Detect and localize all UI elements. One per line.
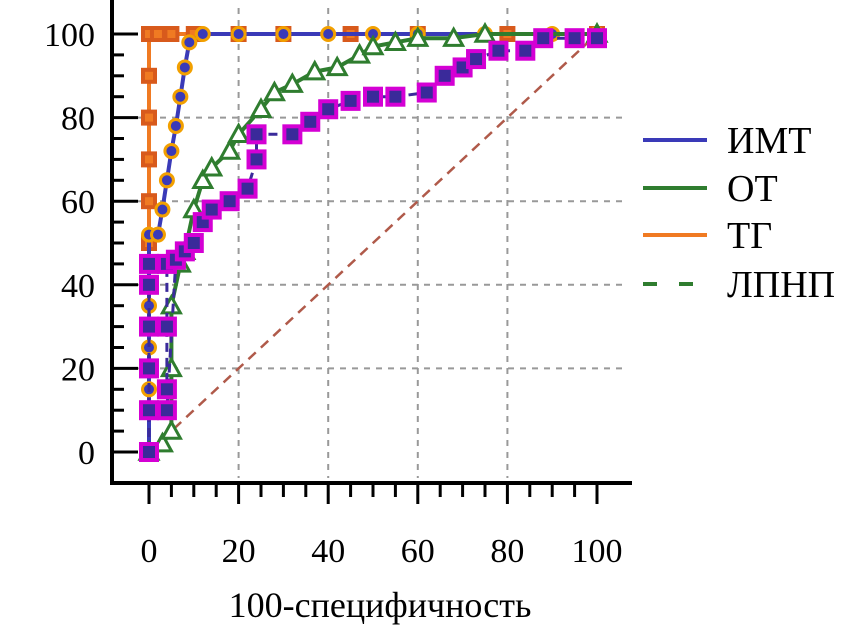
legend-label: ИМТ bbox=[727, 120, 811, 162]
data-point bbox=[275, 26, 292, 42]
data-point bbox=[139, 253, 159, 274]
data-point bbox=[320, 26, 337, 42]
x-tick-label: 80 bbox=[490, 533, 524, 570]
data-point bbox=[246, 149, 267, 170]
y-tick-label: 80 bbox=[61, 101, 95, 138]
axes bbox=[110, 0, 632, 504]
data-point bbox=[363, 86, 383, 107]
x-tick-label: 60 bbox=[401, 533, 435, 570]
y-tick-label: 0 bbox=[78, 435, 95, 472]
data-point bbox=[300, 111, 321, 132]
data-point bbox=[149, 226, 166, 243]
x-tick-label: 20 bbox=[222, 533, 256, 570]
data-point bbox=[246, 124, 267, 145]
data-point bbox=[385, 86, 406, 107]
tick-labels: 0 20 40 60 80 100 0 20 40 60 80 100 bbox=[44, 17, 623, 570]
data-point bbox=[406, 26, 430, 47]
legend-item: ОТ bbox=[643, 168, 778, 210]
series-ЛПНП bbox=[139, 28, 607, 462]
data-point bbox=[156, 316, 177, 337]
data-point bbox=[466, 49, 487, 70]
y-tick-label: 40 bbox=[61, 268, 95, 305]
data-point bbox=[219, 191, 240, 212]
legend-label: ТГ bbox=[727, 215, 772, 257]
data-point bbox=[176, 59, 193, 76]
legend-item: ИМТ bbox=[643, 120, 811, 162]
data-point bbox=[149, 26, 166, 42]
reference-diagonal bbox=[148, 33, 598, 453]
data-point bbox=[434, 65, 455, 86]
data-point bbox=[237, 178, 258, 199]
data-point bbox=[139, 316, 159, 337]
data-point bbox=[183, 233, 204, 253]
data-point bbox=[139, 400, 159, 421]
data-point bbox=[488, 40, 509, 61]
legend-label: ЛПНП bbox=[727, 264, 835, 306]
data-point bbox=[141, 67, 157, 84]
data-point bbox=[249, 97, 273, 118]
data-point bbox=[194, 26, 211, 42]
data-point bbox=[383, 30, 407, 52]
series-group bbox=[137, 21, 609, 462]
data-point bbox=[200, 155, 224, 177]
data-point bbox=[262, 80, 286, 102]
legend-label: ОТ bbox=[727, 168, 778, 210]
data-point bbox=[533, 28, 554, 49]
data-point bbox=[159, 419, 183, 440]
data-point bbox=[141, 193, 157, 210]
data-point bbox=[587, 28, 607, 49]
data-point bbox=[318, 99, 339, 120]
data-point bbox=[139, 442, 159, 462]
data-point bbox=[201, 199, 222, 220]
data-point bbox=[340, 90, 361, 111]
data-point bbox=[325, 55, 349, 77]
x-tick-label: 40 bbox=[311, 533, 345, 570]
data-point bbox=[416, 82, 437, 103]
legend-item: ЛПНП bbox=[643, 264, 835, 306]
x-axis-title: 100-специфичность bbox=[229, 585, 532, 625]
data-point bbox=[139, 274, 159, 295]
data-point bbox=[282, 124, 303, 145]
data-point bbox=[163, 143, 180, 160]
data-point bbox=[158, 172, 175, 189]
data-point bbox=[156, 400, 177, 421]
data-point bbox=[280, 72, 304, 93]
data-point bbox=[303, 59, 327, 81]
data-point bbox=[163, 26, 180, 42]
data-point bbox=[172, 88, 189, 105]
x-tick-label: 100 bbox=[572, 533, 623, 570]
y-tick-label: 100 bbox=[44, 17, 95, 54]
reference-line bbox=[148, 33, 598, 453]
y-tick-label: 20 bbox=[61, 351, 95, 388]
data-point bbox=[564, 28, 585, 49]
x-tick-label: 0 bbox=[141, 533, 158, 570]
legend-item: ТГ bbox=[643, 215, 772, 257]
data-point bbox=[191, 168, 215, 189]
data-point bbox=[159, 356, 183, 378]
data-point bbox=[141, 151, 157, 168]
data-point bbox=[227, 122, 251, 144]
data-point bbox=[141, 109, 157, 126]
data-point bbox=[167, 117, 184, 134]
data-point bbox=[230, 26, 247, 42]
data-point bbox=[442, 26, 466, 47]
y-tick-label: 60 bbox=[61, 184, 95, 221]
data-point bbox=[181, 34, 198, 51]
data-point bbox=[156, 379, 177, 400]
data-point bbox=[515, 40, 536, 61]
data-point bbox=[218, 138, 242, 160]
data-point bbox=[139, 358, 159, 379]
legend: ИМТ ОТ ТГ ЛПНП bbox=[643, 120, 835, 306]
data-point bbox=[154, 201, 171, 218]
data-point bbox=[473, 21, 497, 43]
data-point bbox=[361, 34, 385, 56]
